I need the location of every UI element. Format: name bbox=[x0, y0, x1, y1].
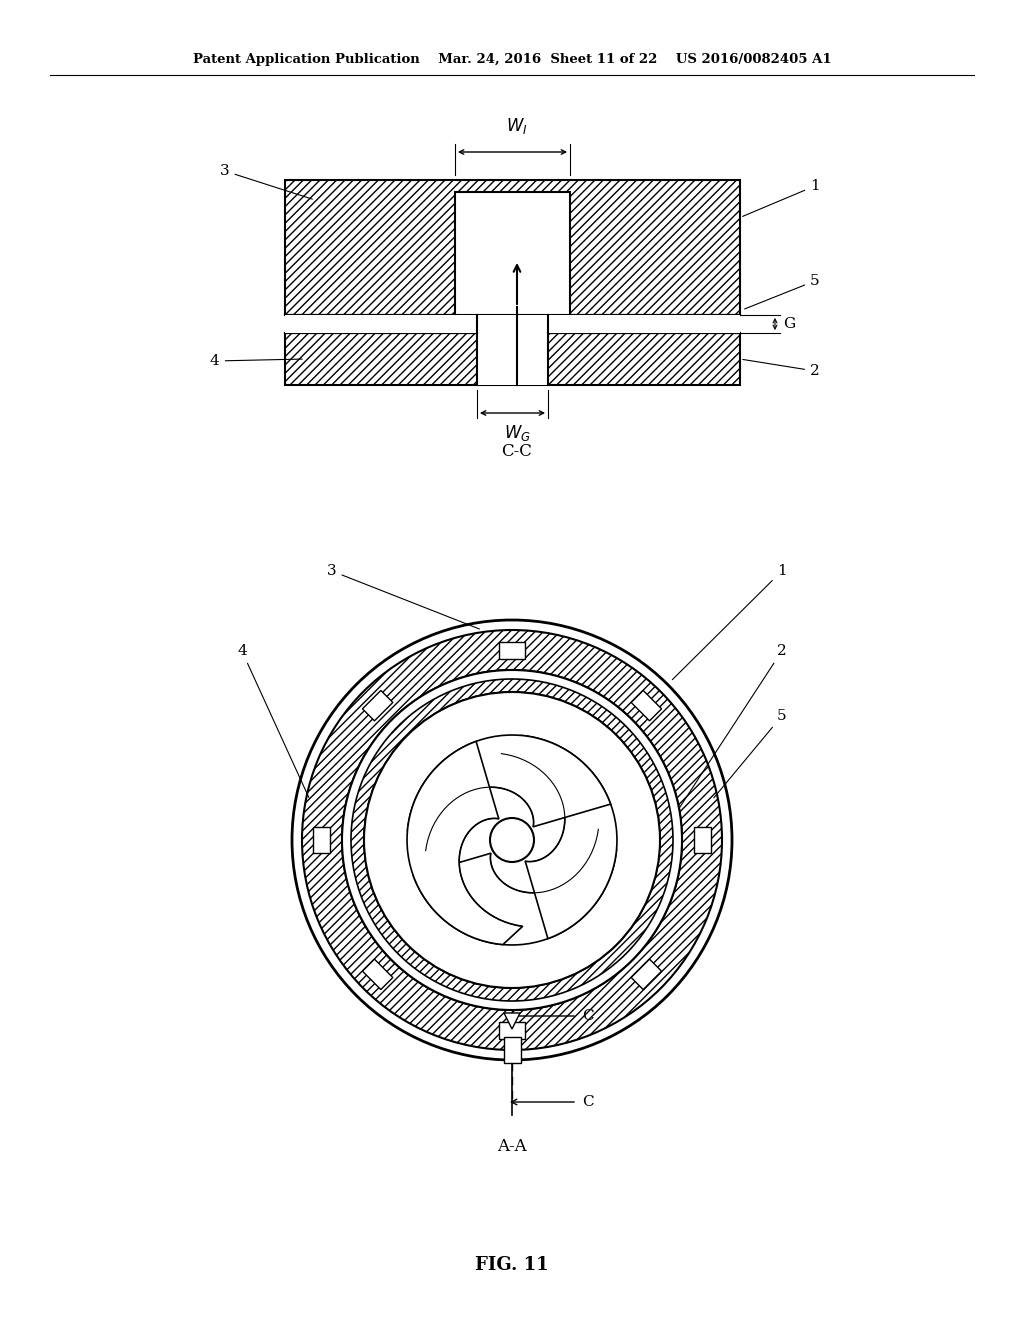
Bar bbox=[285, 180, 740, 315]
Polygon shape bbox=[504, 1012, 520, 1030]
Polygon shape bbox=[414, 829, 616, 945]
Bar bbox=[362, 960, 393, 990]
Bar bbox=[631, 690, 662, 721]
Bar bbox=[362, 690, 393, 721]
Text: 4: 4 bbox=[210, 354, 302, 368]
Circle shape bbox=[292, 620, 732, 1060]
Bar bbox=[631, 960, 662, 990]
Text: C: C bbox=[582, 1096, 594, 1109]
Bar bbox=[499, 642, 525, 659]
Polygon shape bbox=[407, 742, 522, 945]
Circle shape bbox=[364, 692, 660, 987]
Text: 2: 2 bbox=[742, 359, 820, 378]
Text: FIG. 11: FIG. 11 bbox=[475, 1257, 549, 1274]
Text: G: G bbox=[783, 317, 796, 331]
Text: 5: 5 bbox=[714, 709, 786, 797]
Text: 1: 1 bbox=[742, 180, 820, 216]
Text: C: C bbox=[582, 1008, 594, 1023]
Text: 1: 1 bbox=[673, 564, 786, 680]
Text: $W_G$: $W_G$ bbox=[504, 422, 530, 444]
Bar bbox=[285, 315, 740, 333]
Text: $W_I$: $W_I$ bbox=[506, 116, 527, 136]
Text: 3: 3 bbox=[220, 164, 312, 199]
Circle shape bbox=[490, 818, 534, 862]
Text: 5: 5 bbox=[744, 275, 819, 309]
Polygon shape bbox=[502, 735, 617, 939]
Bar bbox=[285, 333, 740, 385]
Bar bbox=[455, 191, 570, 315]
Text: C-C: C-C bbox=[502, 442, 532, 459]
Bar bbox=[477, 333, 548, 385]
Text: A-A: A-A bbox=[498, 1138, 526, 1155]
Text: Patent Application Publication    Mar. 24, 2016  Sheet 11 of 22    US 2016/00824: Patent Application Publication Mar. 24, … bbox=[193, 54, 831, 66]
Circle shape bbox=[342, 671, 682, 1010]
Text: 6: 6 bbox=[567, 713, 577, 727]
Bar bbox=[499, 1022, 525, 1039]
Text: 3: 3 bbox=[327, 564, 479, 630]
Polygon shape bbox=[408, 735, 610, 850]
Bar bbox=[504, 1038, 520, 1063]
Text: 4: 4 bbox=[237, 644, 309, 797]
Bar bbox=[693, 828, 711, 853]
Text: 2: 2 bbox=[680, 644, 786, 808]
Bar bbox=[313, 828, 331, 853]
